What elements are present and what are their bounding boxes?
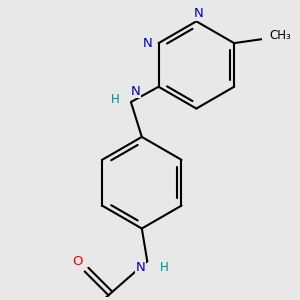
Text: N: N xyxy=(130,85,140,98)
Text: O: O xyxy=(72,255,83,268)
Text: CH₃: CH₃ xyxy=(269,29,291,42)
Text: H: H xyxy=(111,93,120,106)
Text: H: H xyxy=(160,261,169,274)
Text: N: N xyxy=(136,261,146,274)
Text: N: N xyxy=(143,37,152,50)
Text: N: N xyxy=(194,7,203,20)
